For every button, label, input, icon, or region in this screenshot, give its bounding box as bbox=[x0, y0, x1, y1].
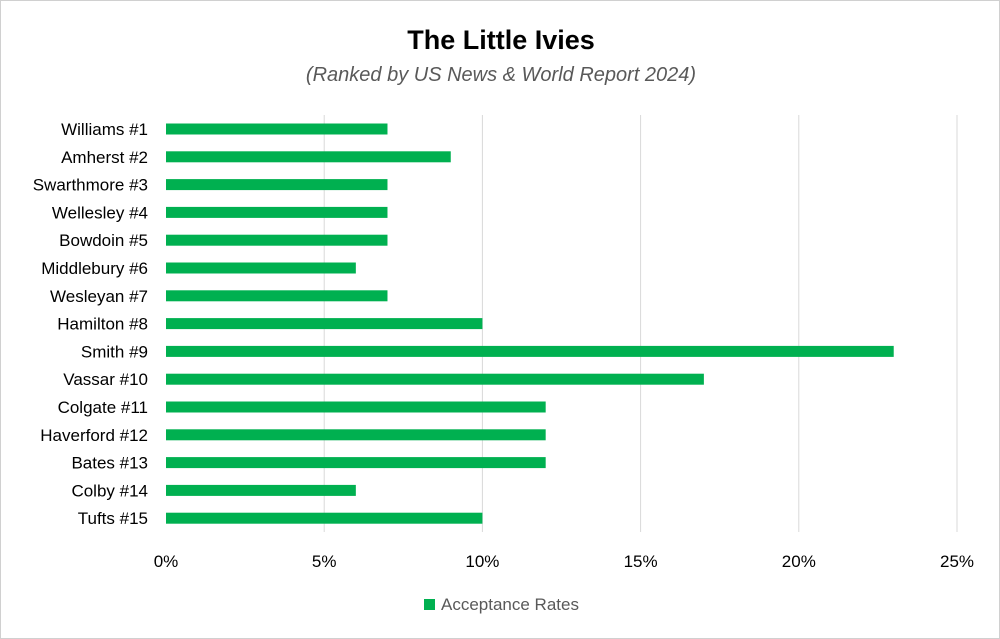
category-label: Haverford #12 bbox=[40, 426, 148, 445]
category-label: Amherst #2 bbox=[61, 148, 148, 167]
bar bbox=[166, 179, 388, 191]
bar bbox=[166, 123, 388, 135]
category-label: Middlebury #6 bbox=[41, 259, 148, 278]
category-label: Bowdoin #5 bbox=[59, 231, 148, 250]
bars bbox=[166, 123, 894, 524]
category-label: Tufts #15 bbox=[78, 509, 148, 528]
category-label: Williams #1 bbox=[61, 120, 148, 139]
category-label: Colby #14 bbox=[71, 481, 148, 500]
x-tick-labels: 0% 5% 10% 15% 20% 25% bbox=[154, 552, 974, 571]
x-tick-label: 25% bbox=[940, 552, 974, 571]
x-tick-label: 10% bbox=[465, 552, 499, 571]
legend-swatch bbox=[424, 599, 435, 610]
x-tick-label: 15% bbox=[624, 552, 658, 571]
bar bbox=[166, 234, 388, 246]
bar bbox=[166, 262, 356, 274]
bar bbox=[166, 373, 704, 385]
bar bbox=[166, 484, 356, 496]
bar bbox=[166, 290, 388, 302]
category-label: Swarthmore #3 bbox=[33, 176, 148, 195]
x-tick-label: 20% bbox=[782, 552, 816, 571]
bar bbox=[166, 206, 388, 218]
chart-subtitle: (Ranked by US News & World Report 2024) bbox=[306, 64, 696, 86]
bar bbox=[166, 345, 894, 357]
category-label: Smith #9 bbox=[81, 342, 148, 361]
legend: Acceptance Rates bbox=[424, 595, 579, 614]
bar bbox=[166, 401, 546, 413]
category-label: Colgate #11 bbox=[58, 398, 148, 417]
category-labels: Williams #1 Amherst #2 Swarthmore #3 Welles… bbox=[33, 120, 148, 528]
x-tick-label: 5% bbox=[312, 552, 337, 571]
legend-label: Acceptance Rates bbox=[441, 595, 579, 614]
bar bbox=[166, 429, 546, 441]
bar bbox=[166, 318, 483, 330]
category-label: Hamilton #8 bbox=[57, 315, 148, 334]
bar bbox=[166, 512, 483, 524]
x-tick-label: 0% bbox=[154, 552, 179, 571]
bar bbox=[166, 457, 546, 469]
chart-title: The Little Ivies bbox=[407, 25, 595, 55]
category-label: Vassar #10 bbox=[63, 370, 148, 389]
category-label: Bates #13 bbox=[71, 454, 148, 473]
bar bbox=[166, 151, 451, 163]
category-label: Wesleyan #7 bbox=[50, 287, 148, 306]
category-label: Wellesley #4 bbox=[52, 203, 148, 222]
